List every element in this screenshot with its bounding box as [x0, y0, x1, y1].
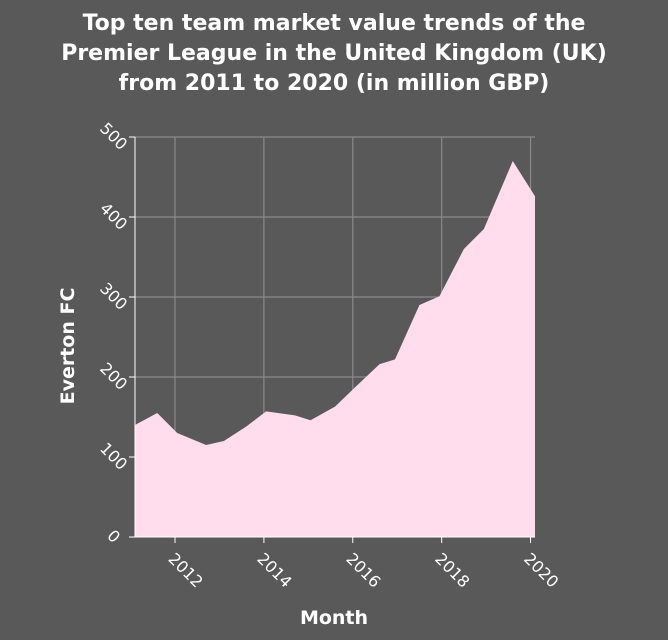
series-area: [135, 161, 535, 537]
chart-title: Top ten team market value trends of the …: [61, 11, 607, 96]
chart-title-line-3: from 2011 to 2020 (in million GBP): [119, 71, 550, 96]
x-axis-label: Month: [300, 607, 368, 629]
axes: [129, 136, 535, 543]
chart-title-line-2: Premier League in the United Kingdom (UK…: [61, 41, 607, 66]
y-axis-label: Everton FC: [57, 288, 79, 405]
chart-title-line-1: Top ten team market value trends of the: [83, 11, 586, 36]
